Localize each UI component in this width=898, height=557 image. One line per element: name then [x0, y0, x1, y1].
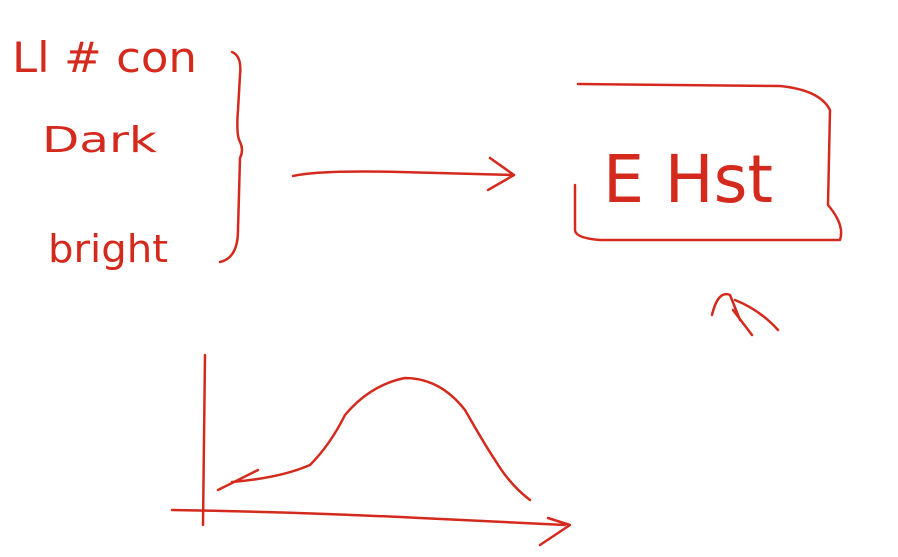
box	[573, 82, 843, 242]
y-axis	[201, 353, 207, 527]
scribble	[710, 292, 780, 337]
curve	[216, 376, 532, 502]
arrow	[291, 156, 516, 192]
box-label: E Hst	[603, 141, 773, 218]
label: Dark	[42, 120, 157, 161]
label: Ll # con	[12, 33, 197, 82]
label: bright	[48, 227, 168, 271]
x-axis	[170, 508, 572, 547]
brace	[218, 50, 244, 264]
